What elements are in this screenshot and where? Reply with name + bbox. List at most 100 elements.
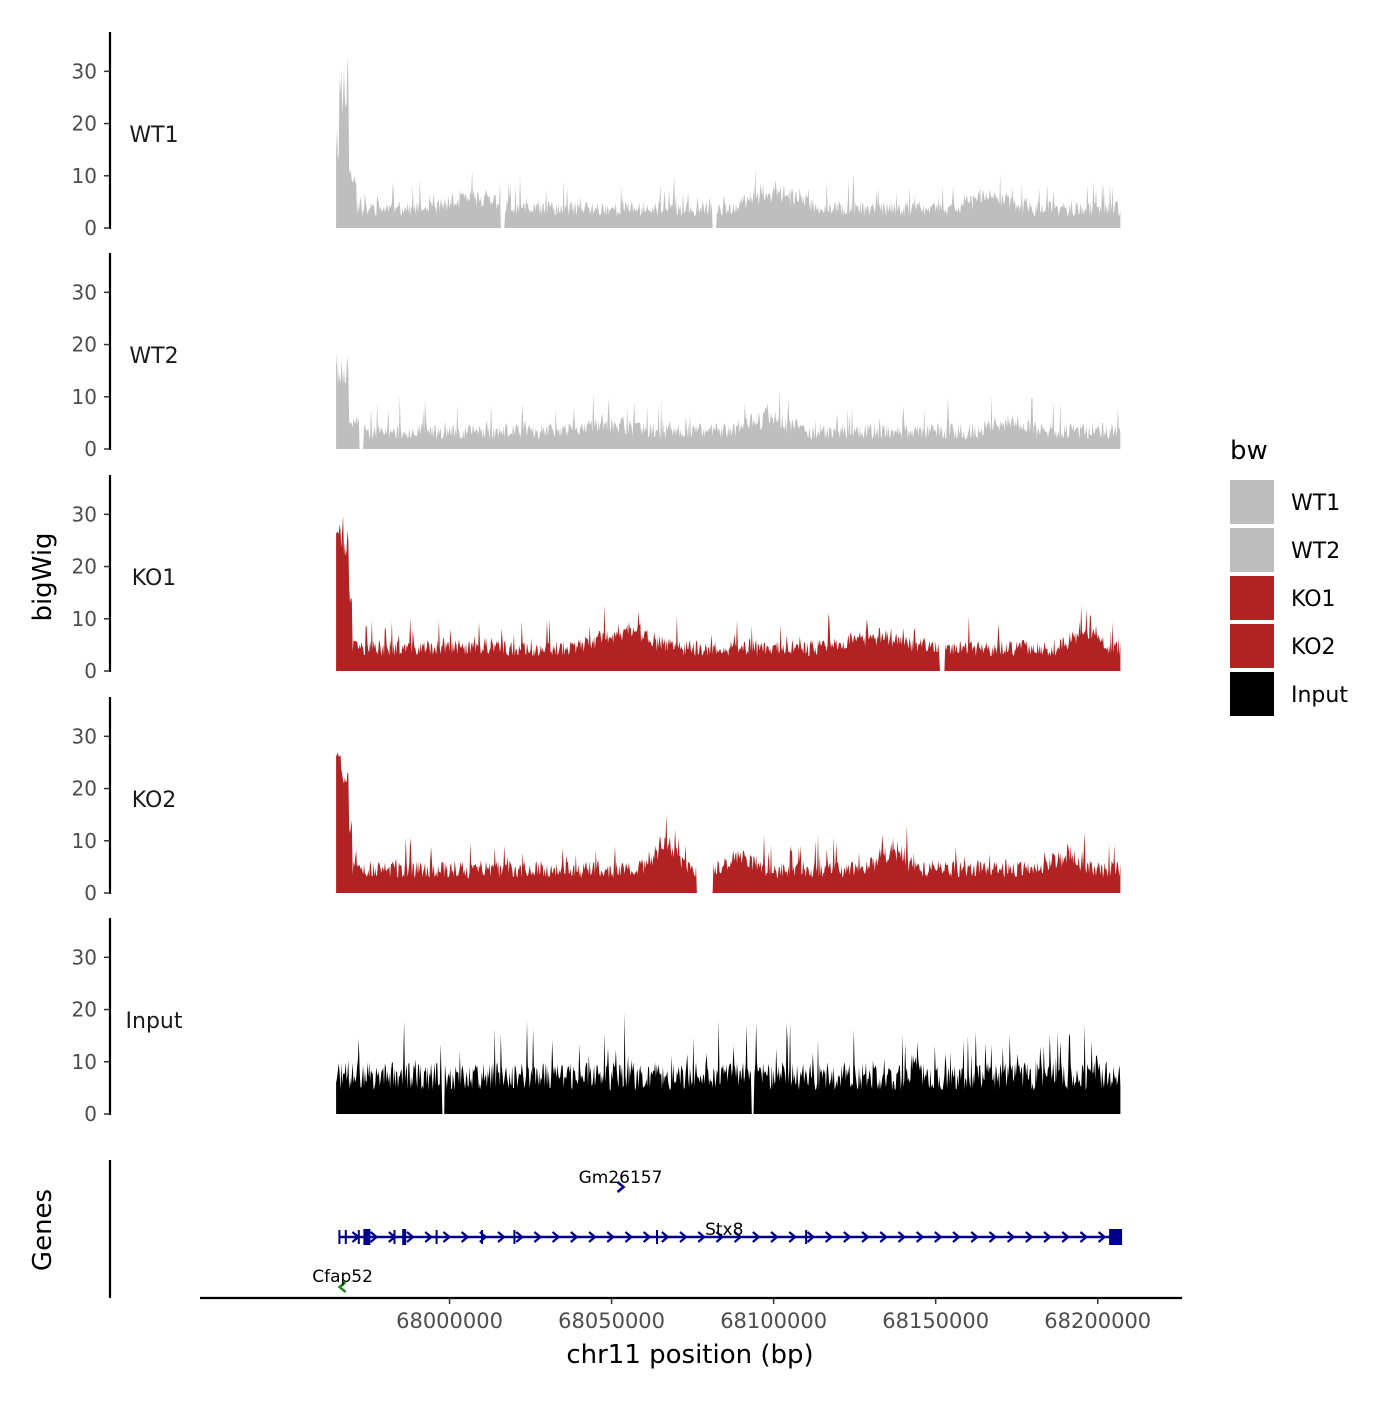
y-tick-label: 10 xyxy=(72,164,97,188)
gene-stx8: Stx8 xyxy=(338,1220,1123,1245)
strand-arrow xyxy=(915,1231,925,1243)
x-tick-label: 68050000 xyxy=(558,1309,665,1333)
legend-key-wt2 xyxy=(1230,528,1274,572)
x-tick-label: 68200000 xyxy=(1044,1309,1151,1333)
y-tick-label: 20 xyxy=(72,112,97,136)
y-tick-label: 30 xyxy=(72,945,97,969)
track-label-wt2: WT2 xyxy=(129,344,178,369)
strand-arrow xyxy=(970,1231,979,1243)
strand-arrow xyxy=(824,1231,834,1243)
strand-arrow xyxy=(879,1231,888,1243)
exon xyxy=(393,1230,396,1244)
strand-arrow xyxy=(733,1231,743,1243)
strand-arrow xyxy=(843,1231,852,1243)
strand-arrow xyxy=(897,1231,907,1243)
legend-key-ko2 xyxy=(1230,624,1274,668)
y-tick-label: 20 xyxy=(72,555,97,579)
legend-label-wt2: WT2 xyxy=(1291,539,1340,564)
legend-label-ko2: KO2 xyxy=(1291,635,1336,660)
track-label-ko2: KO2 xyxy=(132,788,177,813)
strand-arrow xyxy=(551,1231,561,1243)
strand-arrow xyxy=(988,1231,998,1243)
strand-arrow xyxy=(442,1231,452,1243)
exon xyxy=(402,1229,407,1245)
strand-arrow xyxy=(460,1231,470,1243)
y-tick-label: 10 xyxy=(72,385,97,409)
exon xyxy=(481,1230,483,1244)
exon xyxy=(338,1230,341,1244)
track-ko2: 0 10 20 30 KO2 xyxy=(72,697,1121,905)
strand-arrow xyxy=(934,1231,943,1243)
y-tick-label: 30 xyxy=(72,502,97,526)
gene-label: Stx8 xyxy=(705,1220,743,1240)
track-label-wt1: WT1 xyxy=(129,123,178,148)
x-tick-label: 68100000 xyxy=(720,1309,827,1333)
track-label-ko1: KO1 xyxy=(132,566,177,591)
y-tick-label: 10 xyxy=(72,1050,97,1074)
coverage-area-wt2 xyxy=(336,354,1121,449)
strand-arrow xyxy=(1025,1231,1034,1243)
exon xyxy=(435,1230,438,1244)
strand-arrow xyxy=(1043,1231,1052,1243)
strand-arrow xyxy=(515,1231,524,1243)
strand-arrow xyxy=(606,1231,615,1243)
x-tick-label: 68000000 xyxy=(396,1309,503,1333)
legend-key-wt1 xyxy=(1230,480,1274,524)
strand-arrow xyxy=(715,1231,725,1243)
gene-gm26157: Gm26157 xyxy=(579,1168,663,1193)
x-axis: 68000000 68050000 68100000 68150000 68200000 xyxy=(200,1296,1182,1333)
y-tick-label: 10 xyxy=(72,829,97,853)
strand-arrow xyxy=(570,1231,579,1243)
strand-arrow xyxy=(406,1231,415,1243)
coverage-area-ko1 xyxy=(336,515,1121,671)
y-tick-label: 0 xyxy=(84,881,97,905)
strand-arrow xyxy=(1006,1231,1016,1243)
legend-label-ko1: KO1 xyxy=(1291,587,1336,612)
coverage-area-ko2 xyxy=(336,752,1121,893)
y-tick-label: 0 xyxy=(84,1102,97,1126)
y-axis-title: bigWig xyxy=(28,532,58,621)
strand-arrow xyxy=(337,1281,347,1293)
track-ko1: 0 10 20 30 KO1 xyxy=(72,475,1121,683)
strand-arrow xyxy=(661,1231,670,1243)
gene-label: Gm26157 xyxy=(579,1168,663,1188)
strand-arrow xyxy=(369,1231,379,1243)
legend: bw WT1 WT2 KO1 KO2 Input xyxy=(1230,436,1348,716)
strand-arrow xyxy=(1097,1231,1107,1243)
strand-arrow xyxy=(424,1231,433,1243)
y-tick-label: 0 xyxy=(84,659,97,683)
strand-arrow xyxy=(861,1231,870,1243)
genes-layer: Stx8 Gm26157 Cfap52 xyxy=(108,1160,1123,1298)
x-tick-label: 68150000 xyxy=(882,1309,989,1333)
y-tick-label: 20 xyxy=(72,998,97,1022)
legend-title: bw xyxy=(1230,436,1268,466)
gene-cfap52: Cfap52 xyxy=(312,1267,373,1293)
exon xyxy=(1109,1229,1123,1245)
y-tick-label: 20 xyxy=(72,333,97,357)
y-tick-label: 0 xyxy=(84,437,97,461)
strand-arrow xyxy=(616,1181,626,1193)
strand-arrow xyxy=(679,1231,688,1243)
track-label-input: Input xyxy=(126,1009,183,1034)
track-wt1: 0 10 20 30 WT1 xyxy=(72,32,1121,240)
y-tick-label: 0 xyxy=(84,216,97,240)
genes-axis-title: Genes xyxy=(28,1189,58,1271)
legend-label-input: Input xyxy=(1291,683,1348,708)
strand-arrow xyxy=(588,1231,597,1243)
exon xyxy=(367,1230,370,1244)
exon xyxy=(363,1229,371,1245)
strand-arrow xyxy=(642,1231,652,1243)
strand-arrow xyxy=(788,1231,797,1243)
strand-arrow xyxy=(1061,1231,1070,1243)
track-input: 0 10 20 30 Input xyxy=(72,918,1121,1126)
exon xyxy=(513,1230,516,1244)
coverage-area-input xyxy=(336,1012,1121,1114)
y-tick-label: 30 xyxy=(72,724,97,748)
strand-arrow xyxy=(533,1231,543,1243)
strand-arrow xyxy=(1079,1231,1089,1243)
gene-label: Cfap52 xyxy=(312,1267,373,1287)
strand-arrow xyxy=(497,1231,506,1243)
track-wt2: 0 10 20 30 WT2 xyxy=(72,253,1121,461)
